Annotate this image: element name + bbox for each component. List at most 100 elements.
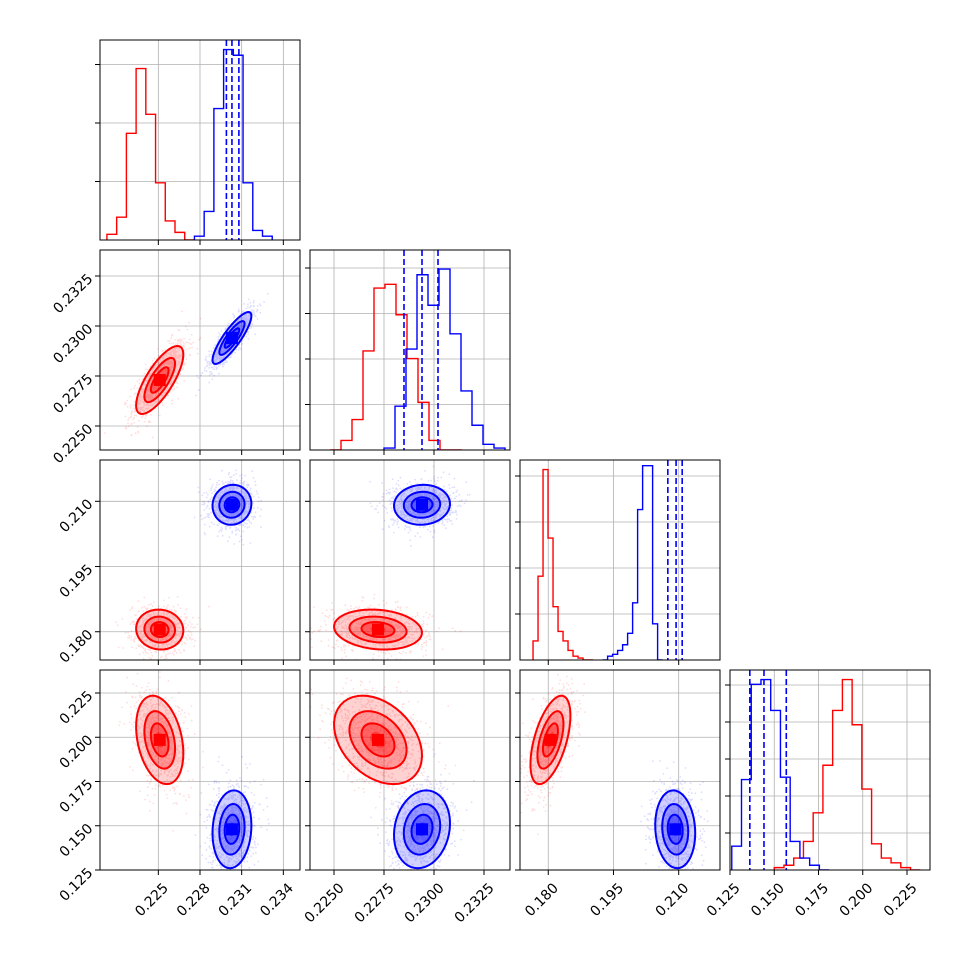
red-point (351, 636, 354, 639)
red-point (372, 637, 375, 639)
red-point (187, 634, 190, 637)
red-point (163, 356, 165, 358)
blue-point (232, 316, 235, 319)
red-point (187, 624, 190, 626)
red-point (142, 635, 145, 638)
blue-point (433, 480, 436, 483)
red-point (170, 366, 173, 369)
red-point (147, 652, 149, 654)
red-point (173, 387, 176, 389)
red-point (186, 328, 189, 331)
blue-point (221, 503, 224, 506)
blue-point (247, 495, 250, 498)
red-point (167, 362, 170, 365)
red-point (335, 628, 338, 631)
red-point (151, 637, 154, 640)
red-point (157, 638, 160, 640)
red-point (406, 640, 409, 643)
blue-point (224, 361, 227, 364)
red-point (162, 642, 165, 645)
red-point (148, 384, 151, 387)
red-point (421, 645, 424, 648)
blue-point (215, 513, 218, 515)
blue-point (238, 495, 241, 498)
red-point (169, 368, 172, 370)
red-point (151, 627, 154, 629)
red-point (142, 401, 144, 403)
red-point (387, 628, 390, 631)
blue-contour (223, 496, 241, 514)
red-point (168, 624, 171, 627)
blue-point (393, 490, 396, 493)
blue-point (193, 516, 196, 519)
red-point (157, 611, 160, 613)
blue-point (252, 518, 255, 520)
blue-point (228, 527, 231, 529)
blue-point (226, 361, 229, 363)
red-point (357, 628, 360, 630)
red-point (378, 655, 380, 657)
red-point (140, 636, 142, 639)
blue-point (241, 503, 243, 506)
blue-point (220, 516, 223, 518)
red-point (349, 621, 352, 623)
red-point (165, 620, 168, 623)
blue-point (205, 370, 208, 373)
red-point (175, 364, 178, 367)
red-point (401, 632, 404, 634)
blue-point (246, 323, 248, 326)
red-point (428, 634, 430, 636)
red-point (170, 360, 173, 363)
blue-point (210, 511, 212, 514)
blue-point (453, 486, 456, 488)
blue-point (211, 353, 213, 356)
red-point (168, 633, 171, 636)
blue-point (229, 480, 232, 483)
blue-point (234, 494, 237, 497)
red-point (146, 626, 149, 628)
blue-point (420, 486, 423, 488)
blue-point (229, 479, 232, 482)
red-point (400, 617, 403, 619)
red-point (163, 358, 165, 360)
red-point (163, 619, 166, 621)
red-point (173, 347, 176, 350)
red-point (174, 623, 177, 626)
red-point (140, 624, 143, 627)
red-point (183, 343, 186, 345)
red-point (341, 627, 344, 629)
blue-point (240, 324, 243, 327)
red-point (389, 620, 391, 623)
red-point (189, 631, 192, 634)
blue-point (229, 488, 232, 491)
blue-point (241, 500, 244, 503)
blue-point (220, 501, 223, 504)
blue-point (237, 528, 240, 531)
red-point (190, 623, 193, 626)
blue-point (241, 474, 243, 476)
blue-point (203, 517, 205, 519)
red-point (175, 360, 178, 362)
red-point (198, 338, 201, 341)
red-point (155, 618, 158, 621)
red-point (348, 609, 350, 612)
blue-point (222, 347, 225, 349)
blue-point (414, 478, 416, 481)
red-point (155, 651, 158, 654)
red-point (185, 627, 187, 629)
red-point (133, 404, 136, 407)
red-point (154, 643, 157, 646)
red-point (167, 612, 169, 615)
red-point (138, 378, 141, 381)
red-point (350, 605, 352, 607)
red-point (416, 614, 419, 617)
red-point (138, 629, 141, 632)
red-point (169, 369, 172, 372)
red-point (175, 619, 178, 622)
red-point (372, 619, 375, 622)
red-point (387, 630, 389, 632)
red-histogram (330, 283, 462, 450)
red-point (160, 662, 162, 664)
red-point (164, 637, 167, 640)
red-point (167, 359, 170, 362)
